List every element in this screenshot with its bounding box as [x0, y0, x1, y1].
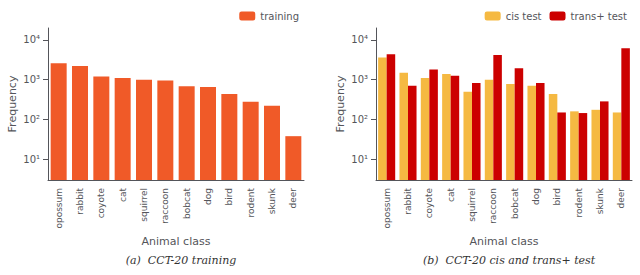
svg-text:raccoon: raccoon — [160, 188, 170, 224]
svg-text:rabbit: rabbit — [75, 188, 85, 215]
svg-text:10²: 10² — [23, 114, 40, 125]
svg-text:Frequency: Frequency — [334, 75, 347, 132]
svg-text:squirrel: squirrel — [467, 188, 477, 222]
svg-text:opossum: opossum — [382, 188, 392, 229]
svg-text:opossum: opossum — [54, 188, 64, 229]
svg-text:(b) CCT-20 cis and trans+ tes: (b) CCT-20 cis and trans+ test — [423, 254, 596, 267]
svg-text:cat: cat — [118, 188, 128, 202]
svg-text:coyote: coyote — [96, 188, 106, 219]
svg-text:(a) CCT-20 training: (a) CCT-20 training — [126, 254, 237, 267]
svg-text:Animal class: Animal class — [142, 235, 211, 248]
svg-text:dog: dog — [203, 188, 213, 205]
svg-text:10³: 10³ — [23, 74, 40, 85]
svg-text:bobcat: bobcat — [510, 188, 520, 219]
svg-text:bird: bird — [224, 188, 234, 205]
svg-text:bird: bird — [552, 188, 562, 205]
svg-text:bobcat: bobcat — [182, 188, 192, 219]
svg-text:10¹: 10¹ — [351, 154, 368, 165]
svg-text:10¹: 10¹ — [23, 154, 40, 165]
svg-text:dog: dog — [531, 188, 541, 205]
svg-text:deer: deer — [616, 188, 626, 209]
svg-text:trans+ test: trans+ test — [571, 11, 628, 22]
svg-text:Animal class: Animal class — [470, 235, 539, 248]
svg-text:training: training — [260, 11, 299, 22]
svg-text:cis test: cis test — [506, 11, 542, 22]
svg-text:coyote: coyote — [424, 188, 434, 219]
svg-text:10⁴: 10⁴ — [351, 34, 368, 45]
svg-text:rodent: rodent — [246, 188, 256, 218]
svg-text:rodent: rodent — [574, 188, 584, 218]
svg-text:skunk: skunk — [267, 187, 277, 214]
svg-text:10⁴: 10⁴ — [23, 34, 40, 45]
svg-text:10²: 10² — [351, 114, 368, 125]
svg-text:10³: 10³ — [351, 74, 368, 85]
svg-text:cat: cat — [446, 188, 456, 202]
svg-text:skunk: skunk — [595, 187, 605, 214]
svg-text:deer: deer — [288, 188, 298, 209]
svg-text:squirrel: squirrel — [139, 188, 149, 222]
svg-text:rabbit: rabbit — [403, 188, 413, 215]
svg-text:raccoon: raccoon — [488, 188, 498, 224]
svg-text:Frequency: Frequency — [6, 75, 19, 132]
